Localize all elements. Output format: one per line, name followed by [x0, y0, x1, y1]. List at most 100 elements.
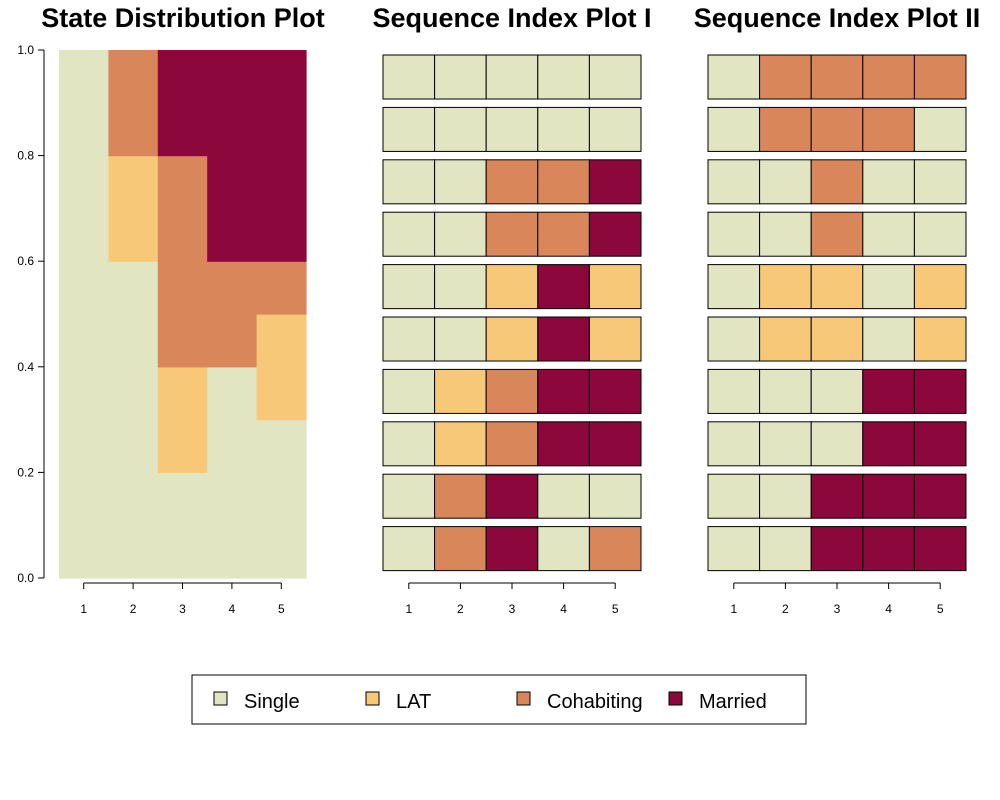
bar-segment-lat-5 [256, 314, 307, 421]
legend-label-lat: LAT [396, 691, 431, 713]
sequence-cell-single [434, 54, 487, 100]
sequence-cell-married [913, 526, 967, 572]
sequence-cell-cohabiting [862, 106, 915, 152]
sequence-index-2-title: Sequence Index Plot II [694, 3, 981, 33]
sequence-cell-single [759, 159, 812, 205]
sequence-cell-cohabiting [759, 106, 812, 152]
x-tick-label: 3 [834, 602, 841, 616]
sequence-cell-single [759, 526, 812, 572]
sequence-cell-single [434, 316, 487, 362]
x-tick-label: 1 [80, 602, 87, 616]
sequence-cell-single [382, 316, 436, 362]
sequence-cell-cohabiting [434, 526, 487, 572]
legend-label-cohabiting: Cohabiting [547, 691, 643, 713]
legend: Single LAT Cohabiting Married [191, 674, 807, 725]
sequence-cell-single [707, 368, 761, 414]
sequence-cell-single [382, 264, 436, 310]
sequence-index-panel-2: Sequence Index Plot II 1 2 3 4 5 [694, 3, 981, 616]
sequence-cell-lat [434, 368, 487, 414]
x-tick-label: 4 [229, 602, 236, 616]
sequence-index-2-cells [707, 54, 967, 572]
sequence-cell-single [862, 316, 915, 362]
sequence-cell-single [707, 421, 761, 467]
y-tick-label: 0.0 [17, 571, 34, 585]
bar-segment-cohabiting-5 [256, 261, 307, 315]
sequence-cell-married [862, 473, 915, 519]
sequence-cell-cohabiting [434, 473, 487, 519]
x-tick-label: 4 [560, 602, 567, 616]
sequence-cell-cohabiting [759, 54, 812, 100]
x-tick-label: 2 [782, 602, 789, 616]
sequence-cell-married [588, 159, 642, 205]
bar-segment-single-4 [207, 366, 258, 579]
y-tick-label: 1.0 [17, 43, 34, 57]
sequence-index-1-cells [382, 54, 642, 572]
x-tick-label: 2 [457, 602, 464, 616]
sequence-cell-cohabiting [588, 526, 642, 572]
sequence-cell-cohabiting [537, 159, 590, 205]
y-tick-label: 0.2 [17, 465, 34, 479]
sequence-cell-cohabiting [485, 368, 539, 414]
sequence-cell-married [913, 473, 967, 519]
x-tick-label: 5 [612, 602, 619, 616]
sequence-cell-married [913, 421, 967, 467]
legend-items: Single LAT Cohabiting Married [213, 691, 767, 713]
bar-segment-lat-2 [108, 155, 159, 262]
sequence-cell-married [537, 264, 590, 310]
legend-label-single: Single [244, 691, 300, 713]
sequence-cell-married [588, 368, 642, 414]
y-tick-label: 0.4 [17, 360, 34, 374]
bar-segment-lat-3 [157, 366, 208, 473]
sequence-cell-married [485, 526, 539, 572]
y-tick-label: 0.6 [17, 254, 34, 268]
state-distribution-bars [59, 50, 307, 579]
x-tick-label: 1 [730, 602, 737, 616]
legend-swatch-single [213, 691, 228, 706]
sequence-cell-single [913, 159, 967, 205]
sequence-cell-single [707, 316, 761, 362]
y-tick-label: 0.8 [17, 149, 34, 163]
sequence-cell-lat [810, 316, 864, 362]
sequence-cell-single [537, 473, 590, 519]
sequence-cell-lat [588, 316, 642, 362]
x-tick-label: 5 [937, 602, 944, 616]
sequence-index-1-title: Sequence Index Plot I [372, 3, 651, 33]
sequence-cell-cohabiting [485, 159, 539, 205]
sequence-cell-single [913, 106, 967, 152]
legend-label-married: Married [699, 691, 767, 713]
sequence-cell-single [707, 264, 761, 310]
state-distribution-panel: State Distribution Plot 0.0 0.2 0.4 0.6 0.8 1… [17, 3, 324, 616]
sequence-cell-single [382, 526, 436, 572]
sequence-cell-single [485, 106, 539, 152]
sequence-cell-single [707, 211, 761, 257]
legend-box [191, 674, 807, 725]
x-tick-label: 3 [509, 602, 516, 616]
bar-segment-married-4 [207, 50, 258, 262]
sequence-cell-single [759, 211, 812, 257]
sequence-cell-married [862, 368, 915, 414]
x-tick-label: 2 [130, 602, 137, 616]
x-tick-label: 1 [405, 602, 412, 616]
sequence-cell-single [537, 54, 590, 100]
bar-segment-cohabiting-3 [157, 155, 208, 368]
bar-segment-single-3 [157, 472, 208, 579]
sequence-cell-married [588, 421, 642, 467]
sequence-cell-married [862, 421, 915, 467]
bar-segment-single-2 [108, 261, 159, 579]
sequence-cell-single [707, 526, 761, 572]
sequence-cell-married [485, 473, 539, 519]
sequence-cell-single [537, 106, 590, 152]
sequence-cell-cohabiting [537, 211, 590, 257]
sequence-cell-married [913, 368, 967, 414]
sequence-cell-lat [485, 264, 539, 310]
sequence-cell-single [759, 473, 812, 519]
bar-segment-married-5 [256, 50, 307, 262]
sequence-cell-lat [810, 264, 864, 310]
state-distribution-y-axis: 0.0 0.2 0.4 0.6 0.8 1.0 [17, 43, 45, 585]
sequence-cell-single [862, 264, 915, 310]
state-distribution-x-axis: 1 2 3 4 5 [80, 582, 285, 616]
sequence-cell-cohabiting [862, 54, 915, 100]
sequence-cell-single [862, 159, 915, 205]
bar-segment-cohabiting-2 [108, 50, 159, 157]
